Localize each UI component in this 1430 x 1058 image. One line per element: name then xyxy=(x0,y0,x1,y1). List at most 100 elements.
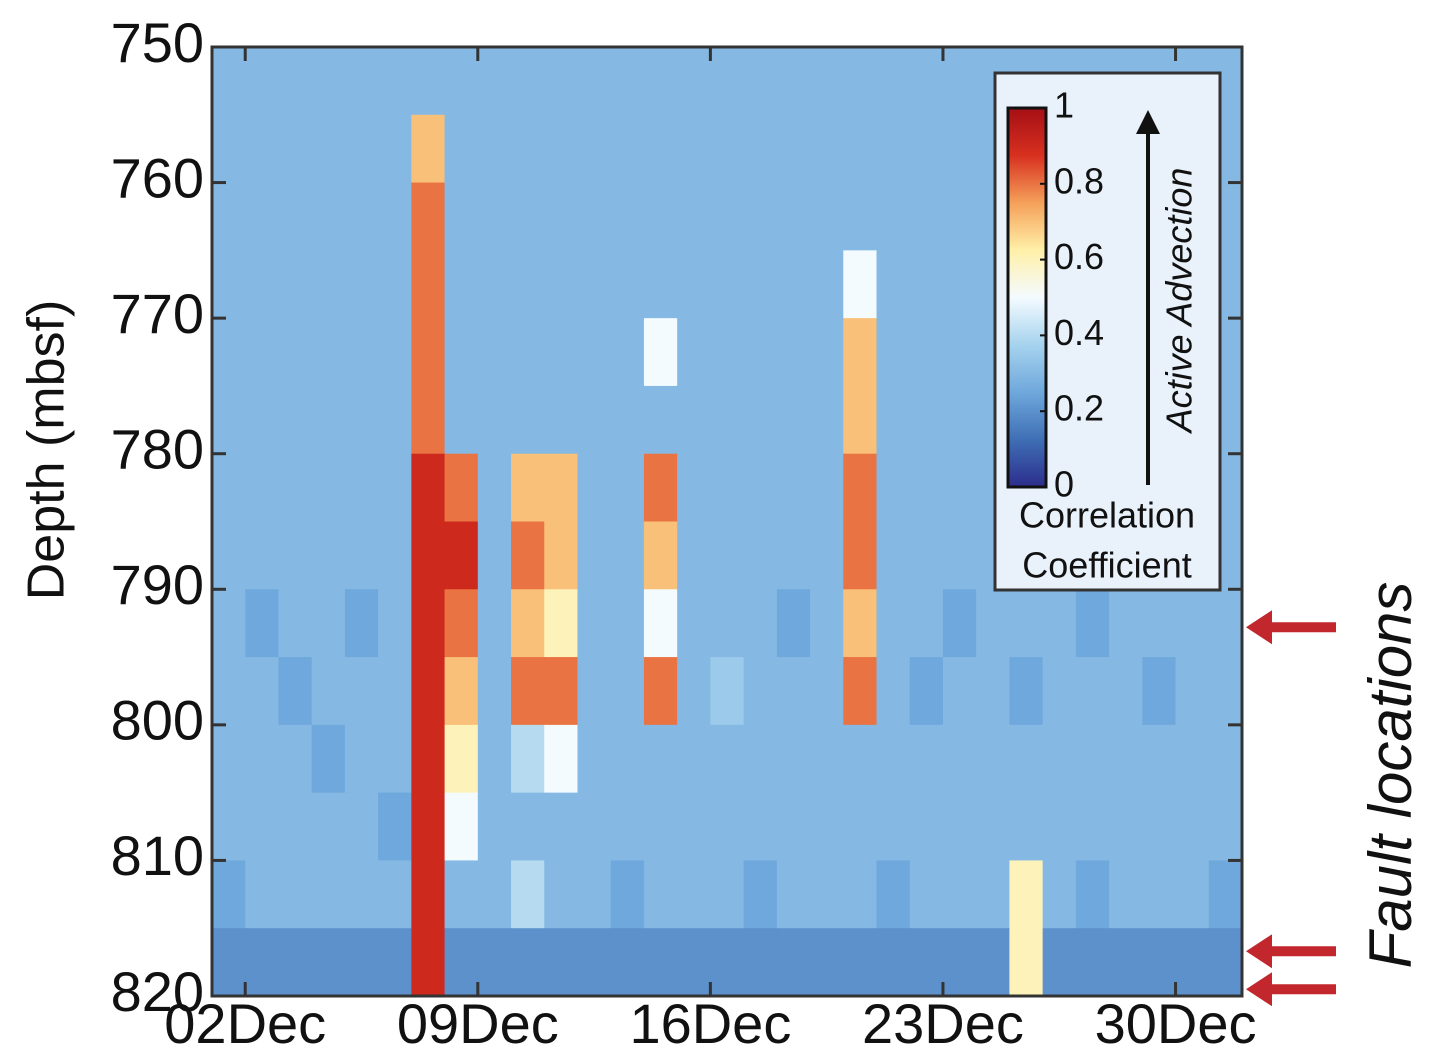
cell xyxy=(876,928,911,996)
cell xyxy=(311,385,346,455)
cell xyxy=(511,250,545,319)
cell xyxy=(710,589,745,658)
cell xyxy=(1142,928,1177,996)
cell xyxy=(843,453,878,522)
cell xyxy=(876,182,911,251)
cell xyxy=(212,589,246,658)
cell xyxy=(245,318,279,387)
cell xyxy=(311,792,346,861)
cell xyxy=(776,250,811,319)
cell xyxy=(245,589,279,658)
cell xyxy=(344,657,379,726)
cell xyxy=(378,860,412,929)
cell xyxy=(511,47,545,116)
cell xyxy=(378,724,412,794)
cell xyxy=(477,657,512,726)
cell xyxy=(444,47,479,116)
cell xyxy=(577,250,612,319)
cell xyxy=(511,860,545,929)
cell xyxy=(942,860,977,929)
cell xyxy=(976,589,1010,658)
cell xyxy=(976,792,1010,861)
cell xyxy=(411,657,446,726)
cell xyxy=(212,182,246,251)
cell xyxy=(311,47,346,116)
cell xyxy=(444,589,479,658)
cell xyxy=(876,521,911,590)
cell xyxy=(1042,928,1077,996)
cell xyxy=(1009,589,1044,658)
cell xyxy=(245,114,279,184)
plot-frame xyxy=(210,45,1244,998)
cell xyxy=(477,928,512,996)
cell xyxy=(677,792,711,861)
cell xyxy=(610,453,645,522)
cell xyxy=(843,114,878,184)
cell xyxy=(577,928,612,996)
cell xyxy=(810,385,844,455)
cell xyxy=(843,792,878,861)
cell xyxy=(909,47,944,116)
cell xyxy=(677,385,711,455)
cell xyxy=(776,182,811,251)
cell xyxy=(810,724,844,794)
cell xyxy=(212,860,246,929)
cell xyxy=(610,657,645,726)
cell xyxy=(610,792,645,861)
cell xyxy=(245,385,279,455)
cell xyxy=(1075,928,1110,996)
cell xyxy=(311,724,346,794)
cell xyxy=(876,724,911,794)
cell xyxy=(477,589,512,658)
cell xyxy=(942,521,977,590)
cell xyxy=(743,250,778,319)
cell xyxy=(743,47,778,116)
cell xyxy=(1009,928,1044,996)
cell xyxy=(677,589,711,658)
cell xyxy=(278,318,313,387)
colorbar-tick-label: 0.6 xyxy=(1054,236,1104,277)
cell xyxy=(311,521,346,590)
cell xyxy=(577,182,612,251)
cell xyxy=(643,47,678,116)
cell xyxy=(411,114,446,184)
cell xyxy=(212,792,246,861)
cell xyxy=(544,182,578,251)
cell xyxy=(743,114,778,184)
cell xyxy=(942,114,977,184)
cell xyxy=(278,928,313,996)
cell xyxy=(577,792,612,861)
colorbar xyxy=(1006,106,1048,489)
cell xyxy=(810,114,844,184)
cell xyxy=(378,385,412,455)
cell xyxy=(909,521,944,590)
cell xyxy=(511,114,545,184)
cell xyxy=(843,521,878,590)
cell xyxy=(1175,928,1210,996)
cell xyxy=(212,47,246,116)
cell xyxy=(1009,860,1044,929)
cell xyxy=(909,792,944,861)
cell xyxy=(1009,657,1044,726)
cell xyxy=(1075,724,1110,794)
cell xyxy=(477,724,512,794)
cell xyxy=(942,928,977,996)
cell xyxy=(511,589,545,658)
cell xyxy=(810,182,844,251)
cell xyxy=(677,318,711,387)
cell xyxy=(444,250,479,319)
colorbar-tick-label: 0 xyxy=(1054,464,1074,505)
cell xyxy=(378,47,412,116)
cell xyxy=(1109,860,1143,929)
cell xyxy=(444,385,479,455)
cell xyxy=(1142,589,1177,658)
cell xyxy=(344,724,379,794)
cell xyxy=(942,385,977,455)
cell xyxy=(876,860,911,929)
cell xyxy=(577,453,612,522)
cell xyxy=(311,318,346,387)
cell xyxy=(511,792,545,861)
cell xyxy=(311,114,346,184)
cell xyxy=(776,724,811,794)
cell xyxy=(710,453,745,522)
